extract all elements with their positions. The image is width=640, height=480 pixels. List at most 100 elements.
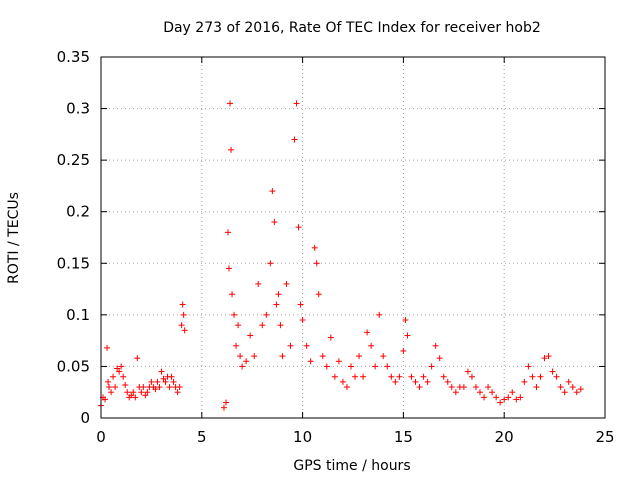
data-point [263,311,270,318]
data-point [384,363,391,370]
data-point [140,384,147,391]
data-point [525,363,532,370]
data-point [255,280,262,287]
data-point [271,219,278,226]
y-axis-title: ROTI / TECUs [6,192,22,284]
data-point [509,389,516,396]
data-point [561,389,568,396]
data-point [220,404,227,411]
data-point [517,394,524,401]
data-point [313,260,320,267]
data-point [154,378,161,385]
data-point [275,291,282,298]
x-axis-title: GPS time / hours [293,458,410,474]
data-point [402,317,409,324]
data-point [464,368,471,375]
data-point [226,265,233,272]
plot-border [100,56,606,419]
data-point [380,353,387,360]
y-tick-label: 0.35 [57,48,90,66]
data-point [372,363,379,370]
data-point [138,389,145,396]
data-point [110,373,117,380]
data-point [228,146,235,153]
data-point [229,291,236,298]
data-point [436,355,443,362]
data-point [104,344,111,351]
data-point [569,384,576,391]
data-point [112,384,119,391]
data-point [170,378,177,385]
data-point [501,396,508,403]
data-point [388,373,395,380]
data-point [489,389,496,396]
data-point [412,378,419,385]
data-point [428,363,435,370]
data-point [237,353,244,360]
x-tick-label: 5 [197,428,207,446]
data-point [529,373,536,380]
data-point [180,311,187,318]
axis-ticks: 0 5 10 15 20 25 0 0.05 0.1 0.15 0.2 0.25 0.3 0.35 [57,48,615,446]
y-tick-label: 0.2 [66,203,90,221]
data-point [128,392,135,399]
data-point [549,368,556,375]
data-point [144,389,151,396]
data-point [352,373,359,380]
y-tick-label: 0.1 [66,306,90,324]
data-point [424,378,431,385]
x-tick-label: 20 [495,428,514,446]
data-point [343,384,350,391]
data-point [267,260,274,267]
data-point [102,396,109,403]
data-point [222,399,229,406]
data-point [440,373,447,380]
data-point [485,384,492,391]
data-point [319,353,326,360]
data-point [335,358,342,365]
data-point [235,322,242,329]
x-tick-label: 10 [293,428,312,446]
data-point [533,384,540,391]
data-point [497,399,504,406]
data-point [273,301,280,308]
data-point [468,373,475,380]
data-point [277,322,284,329]
data-point [448,384,455,391]
data-point [460,384,467,391]
x-tick-label: 15 [394,428,413,446]
data-point [233,342,240,349]
data-point [432,342,439,349]
data-point [293,100,300,107]
y-tick-label: 0.25 [57,151,90,169]
data-point [416,384,423,391]
data-point [142,392,149,399]
data-points [98,100,584,411]
data-point [269,188,276,195]
data-point [513,396,520,403]
data-point [472,384,479,391]
data-point [251,353,258,360]
data-point [493,394,500,401]
data-point [307,358,314,365]
y-tick-label: 0.15 [57,254,90,272]
data-point [577,386,584,393]
data-point [444,378,451,385]
data-point [287,342,294,349]
grid-lines [101,57,605,418]
data-point [537,373,544,380]
data-point [243,358,250,365]
data-point [356,353,363,360]
data-point [573,389,580,396]
data-point [114,365,121,372]
data-point [452,389,459,396]
data-point [396,373,403,380]
data-point [360,373,367,380]
y-tick-label: 0 [80,409,90,427]
data-point [181,327,188,334]
data-point [156,384,163,391]
data-point [166,384,173,391]
data-point [106,384,113,391]
data-point [565,378,572,385]
